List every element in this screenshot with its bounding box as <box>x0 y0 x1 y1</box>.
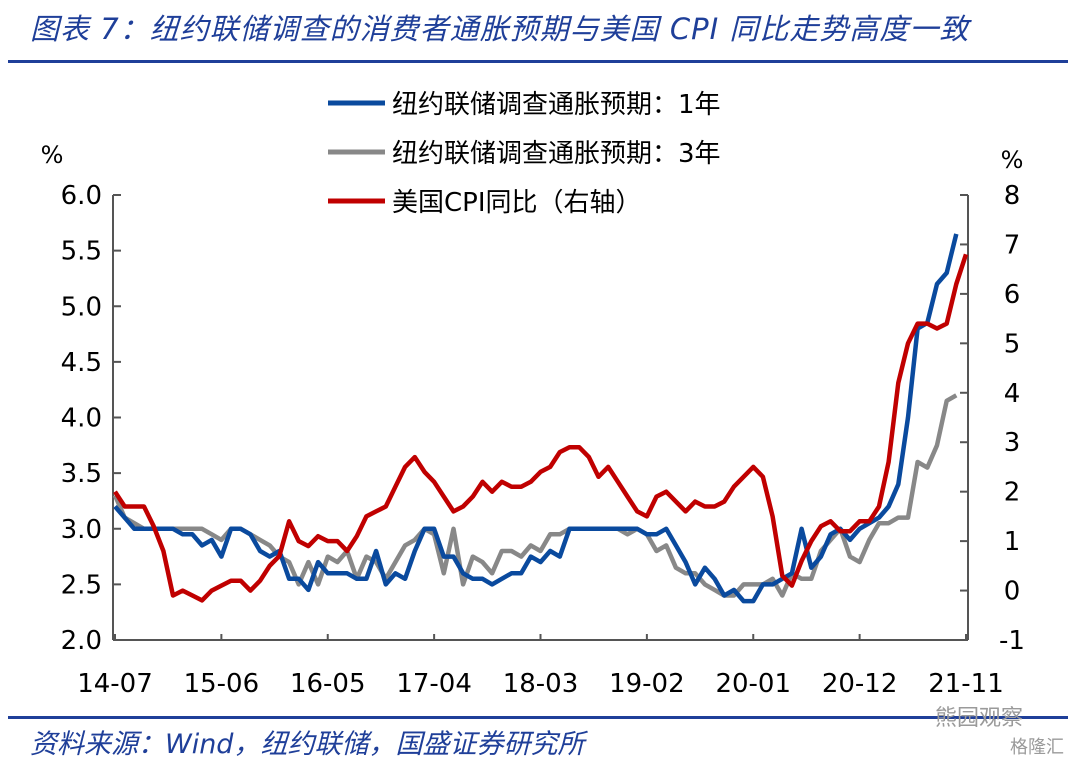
y2-tick-label: 6 <box>1004 280 1021 310</box>
series-line-0 <box>113 233 959 604</box>
x-tick-label: 17-04 <box>396 669 472 699</box>
y2-tick-label: 7 <box>1004 230 1021 260</box>
x-tick-label: 14-07 <box>77 669 153 699</box>
y2-tick-label: 0 <box>1004 577 1021 607</box>
title-divider <box>8 60 1068 63</box>
axes: 2.0 2.5 3.0 3.5 4.0 4.5 5.0 5.5 6.0 -1 0 1 2 3 4 5 6 7 8 14… <box>61 181 1025 699</box>
chart-title: 图表 7：纽约联储调查的消费者通胀预期与美国 CPI 同比走势高度一致 <box>30 12 970 46</box>
x-tick-label: 18-03 <box>503 669 579 699</box>
watermark-text: 格隆汇 <box>1010 737 1064 758</box>
y2-tick-label: 1 <box>1004 527 1021 557</box>
source-note: 资料来源：Wind，纽约联储，国盛证券研究所 <box>30 729 585 760</box>
y-tick-label: 6.0 <box>61 181 102 211</box>
x-tick-label: 21-11 <box>928 669 1004 699</box>
y2-tick-label: 5 <box>1004 329 1021 359</box>
x-tick-label: 19-02 <box>609 669 685 699</box>
y2-tick-label: 4 <box>1004 379 1021 409</box>
y-tick-label: 4.0 <box>61 404 102 434</box>
x-tick-label: 20-12 <box>822 669 898 699</box>
y-tick-label: 3.5 <box>61 459 102 489</box>
series-lines <box>112 233 969 604</box>
y2-tick-label: -1 <box>999 626 1025 656</box>
series-line-1 <box>112 393 958 598</box>
source-divider <box>8 716 1068 719</box>
legend-label: 纽约联储调查通胀预期：3年 <box>392 139 721 169</box>
x-tick-label: 20-01 <box>715 669 791 699</box>
legend-label: 纽约联储调查通胀预期：1年 <box>392 90 721 120</box>
legend-label: 美国CPI同比（右轴） <box>392 188 642 218</box>
y2-tick-label: 8 <box>1004 181 1021 211</box>
y2-tick-label: 2 <box>1004 478 1021 508</box>
y-tick-label: 3.0 <box>61 515 102 545</box>
y-tick-label: 4.5 <box>61 348 102 378</box>
y2-tick-label: 3 <box>1004 428 1021 458</box>
x-tick-label: 16-05 <box>290 669 366 699</box>
y-tick-label: 5.5 <box>61 237 102 267</box>
series-line-2 <box>113 253 969 603</box>
y-tick-label: 2.5 <box>61 570 102 600</box>
y-axis-unit: % <box>41 141 64 169</box>
watermark-text: 熊园观察 <box>935 706 1024 731</box>
y2-axis-unit: % <box>1001 146 1024 174</box>
y-tick-label: 2.0 <box>61 626 102 656</box>
x-tick-label: 15-06 <box>184 669 260 699</box>
y-tick-label: 5.0 <box>61 292 102 322</box>
